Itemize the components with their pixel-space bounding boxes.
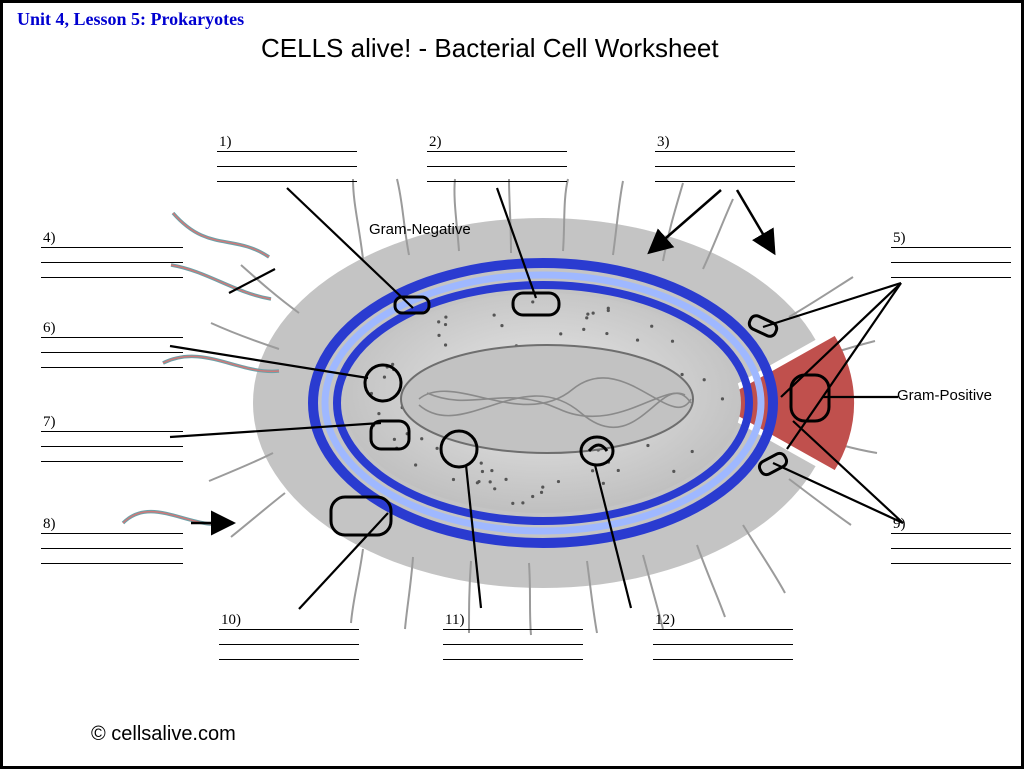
- blank-line[interactable]: [891, 534, 1011, 549]
- blank-line[interactable]: [217, 167, 357, 182]
- blank-number: 11): [443, 612, 583, 630]
- blank-3[interactable]: 3): [655, 133, 795, 182]
- blank-line[interactable]: [443, 645, 583, 660]
- blank-line[interactable]: [655, 167, 795, 182]
- blank-line[interactable]: [41, 263, 183, 278]
- label-gram-negative: Gram-Negative: [369, 221, 471, 238]
- blank-line[interactable]: [41, 338, 183, 353]
- blank-9[interactable]: 9): [891, 515, 1011, 564]
- blank-number: 7): [41, 414, 183, 432]
- blank-line[interactable]: [891, 248, 1011, 263]
- blank-line[interactable]: [41, 248, 183, 263]
- blank-6[interactable]: 6): [41, 319, 183, 368]
- blank-number: 3): [655, 134, 795, 152]
- footer-copyright: © cellsalive.com: [91, 723, 236, 746]
- blank-8[interactable]: 8): [41, 515, 183, 564]
- blank-number: 4): [41, 230, 183, 248]
- blank-line[interactable]: [219, 630, 359, 645]
- blank-12[interactable]: 12): [653, 611, 793, 660]
- blank-number: 12): [653, 612, 793, 630]
- blank-line[interactable]: [427, 167, 567, 182]
- blank-line[interactable]: [217, 152, 357, 167]
- blank-line[interactable]: [41, 549, 183, 564]
- blank-number: 9): [891, 516, 1011, 534]
- blank-line[interactable]: [655, 152, 795, 167]
- blank-line[interactable]: [427, 152, 567, 167]
- blank-line[interactable]: [653, 630, 793, 645]
- blank-line[interactable]: [41, 432, 183, 447]
- blank-4[interactable]: 4): [41, 229, 183, 278]
- blank-1[interactable]: 1): [217, 133, 357, 182]
- blank-line[interactable]: [891, 263, 1011, 278]
- blank-7[interactable]: 7): [41, 413, 183, 462]
- label-gram-positive: Gram-Positive: [897, 387, 992, 404]
- blank-5[interactable]: 5): [891, 229, 1011, 278]
- blank-line[interactable]: [653, 645, 793, 660]
- blank-line[interactable]: [41, 353, 183, 368]
- blank-number: 2): [427, 134, 567, 152]
- worksheet-page: Unit 4, Lesson 5: Prokaryotes CELLS aliv…: [0, 0, 1024, 769]
- blank-2[interactable]: 2): [427, 133, 567, 182]
- blank-number: 10): [219, 612, 359, 630]
- blank-number: 8): [41, 516, 183, 534]
- blank-number: 1): [217, 134, 357, 152]
- blank-line[interactable]: [443, 630, 583, 645]
- blank-line[interactable]: [219, 645, 359, 660]
- blank-line[interactable]: [891, 549, 1011, 564]
- blank-line[interactable]: [41, 534, 183, 549]
- blank-number: 6): [41, 320, 183, 338]
- blank-number: 5): [891, 230, 1011, 248]
- blank-11[interactable]: 11): [443, 611, 583, 660]
- blank-line[interactable]: [41, 447, 183, 462]
- blank-10[interactable]: 10): [219, 611, 359, 660]
